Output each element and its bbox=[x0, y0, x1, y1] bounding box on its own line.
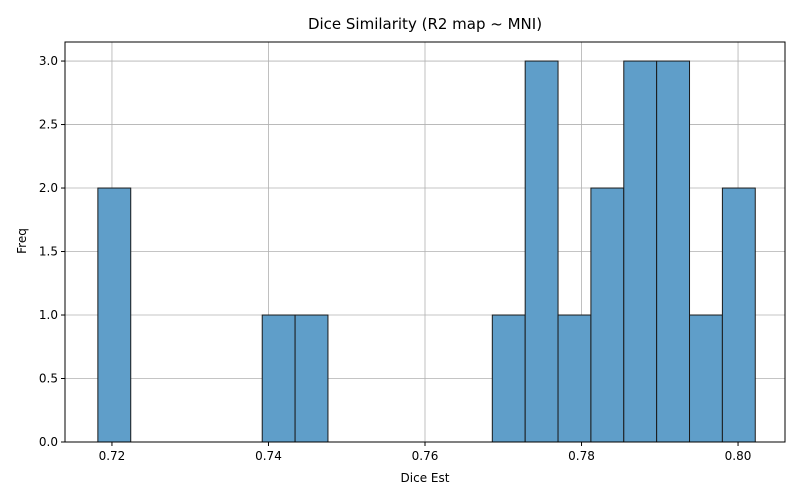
y-tick-label: 1.5 bbox=[39, 245, 58, 259]
histogram-bar bbox=[97, 187, 132, 443]
histogram-bar bbox=[491, 314, 526, 443]
chart-title: Dice Similarity (R2 map ~ MNI) bbox=[308, 15, 542, 33]
histogram-bar bbox=[524, 60, 559, 443]
y-tick-label: 2.5 bbox=[39, 118, 58, 132]
histogram-bar bbox=[557, 314, 592, 443]
x-tick-label: 0.80 bbox=[725, 449, 752, 463]
histogram-bar bbox=[623, 60, 658, 443]
x-tick-label: 0.76 bbox=[412, 449, 439, 463]
y-tick-label: 1.0 bbox=[39, 308, 58, 322]
histogram-bar bbox=[590, 187, 625, 443]
histogram-bar bbox=[656, 60, 691, 443]
histogram-bar bbox=[261, 314, 296, 443]
y-axis-label: Freq bbox=[15, 228, 29, 254]
y-tick-label: 3.0 bbox=[39, 54, 58, 68]
histogram-bar bbox=[721, 187, 756, 443]
y-tick-label: 0.0 bbox=[39, 435, 58, 449]
histogram-bar bbox=[689, 314, 723, 443]
bars-layer bbox=[97, 60, 756, 443]
y-tick-label: 0.5 bbox=[39, 372, 58, 386]
x-axis-label: Dice Est bbox=[401, 471, 450, 485]
x-tick-label: 0.78 bbox=[568, 449, 595, 463]
histogram-bar bbox=[294, 314, 329, 443]
axes-layer: 0.72 0.74 0.76 0.78 0.80 0.0 0.5 1.0 1.5 2.0 2.5 3.… bbox=[39, 41, 786, 463]
x-tick-label: 0.74 bbox=[255, 449, 282, 463]
y-tick-label: 2.0 bbox=[39, 181, 58, 195]
x-tick-label: 0.72 bbox=[99, 449, 126, 463]
